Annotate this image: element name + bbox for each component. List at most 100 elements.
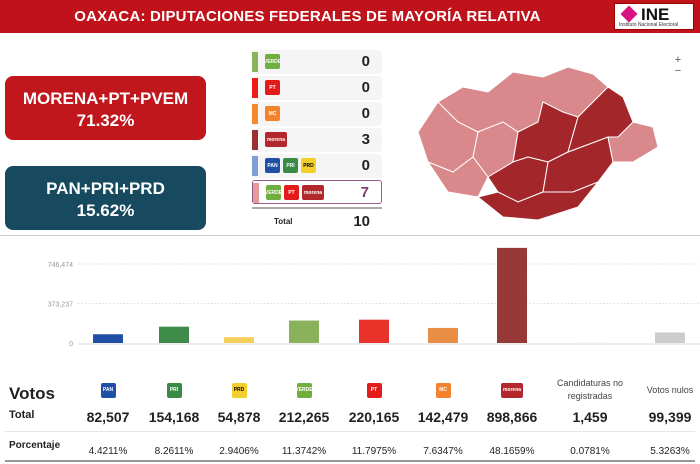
districts-won-value: 7 xyxy=(360,184,369,201)
votes-percentage: 4.4211% xyxy=(88,446,128,457)
morena-logo-icon: morena xyxy=(265,132,287,147)
votes-percentage: 7.6347% xyxy=(423,446,463,457)
party-color-swatch xyxy=(253,183,259,203)
zoom-out-button[interactable]: − xyxy=(674,65,682,77)
votes-column: PRI 154,168 8.2611% xyxy=(139,376,209,457)
bar-mc[interactable] xyxy=(428,327,458,343)
pri-logo-icon: PRI xyxy=(166,382,182,398)
prd-logo-icon: PRD xyxy=(301,158,316,173)
bar-pt[interactable] xyxy=(359,319,389,343)
verde-logo-icon: VERDE xyxy=(265,185,282,200)
table-bottom-border xyxy=(5,460,695,462)
ine-logo: INE Instituto Nacional Electoral xyxy=(614,3,694,30)
votes-column: Votos nulos 99,399 5.3263% xyxy=(635,376,700,458)
ine-logo-text: INE xyxy=(641,5,670,24)
section-divider xyxy=(0,235,700,236)
mc-logo-icon: MC xyxy=(435,382,451,398)
map-district[interactable] xyxy=(607,121,659,163)
total-value: 10 xyxy=(353,213,370,230)
column-label: Votos nulos xyxy=(646,384,694,395)
votes-total: 82,507 xyxy=(86,409,130,425)
bar-pri[interactable] xyxy=(159,326,189,343)
pan-logo-icon: PAN xyxy=(265,158,280,173)
column-label: Candidaturas no registradas xyxy=(556,378,624,401)
ine-logo-subtitle: Instituto Nacional Electoral xyxy=(619,22,679,28)
votes-column: Candidaturas no registradas 1,459 0.0781… xyxy=(555,376,625,457)
oaxaca-district-map[interactable] xyxy=(418,62,663,227)
districts-won-value: 0 xyxy=(361,105,370,122)
coalition-name: MORENA+PT+PVEM xyxy=(22,89,189,108)
districts-won-value: 0 xyxy=(361,157,370,174)
map-district[interactable] xyxy=(476,180,600,221)
votes-total: 154,168 xyxy=(148,409,200,425)
votes-percentage: 5.3263% xyxy=(650,446,690,457)
party-color-swatch xyxy=(252,156,258,176)
district-row: VERDE 0 xyxy=(252,50,382,74)
votes-total: 54,878 xyxy=(217,409,261,425)
votes-column: PRD 54,878 2.9406% xyxy=(204,376,274,457)
ine-diamond-icon xyxy=(620,5,638,23)
votes-column: VERDE 212,265 11.3742% xyxy=(269,376,339,457)
votes-percentage: 2.9406% xyxy=(219,446,259,457)
coalition-pan-card: PAN+PRI+PRD 15.62% xyxy=(5,166,206,230)
votes-total: 99,399 xyxy=(648,409,692,425)
party-color-swatch xyxy=(252,130,258,150)
mc-logo-icon: MC xyxy=(265,106,280,121)
coalition-name: PAN+PRI+PRD xyxy=(46,179,165,198)
y-tick-label: 0 xyxy=(69,341,73,348)
coalition-percentage: 15.62% xyxy=(76,201,135,220)
total-label: Total xyxy=(274,217,293,226)
votes-total: 898,866 xyxy=(486,409,538,425)
prd-logo-icon: PRD xyxy=(231,382,247,398)
pt-logo-icon: PT xyxy=(265,80,280,95)
district-row: morena 3 xyxy=(252,128,382,152)
page-title: OAXACA: DIPUTACIONES FEDERALES DE MAYORÍ… xyxy=(74,8,541,25)
y-tick-label: 373,237 xyxy=(48,302,73,309)
map-zoom-controls: + − xyxy=(673,55,683,77)
district-row: PAN PRI PRD 0 xyxy=(252,154,382,178)
verde-logo-icon: VERDE xyxy=(264,54,281,69)
districts-won-value: 3 xyxy=(361,131,370,148)
header-bar: OAXACA: DIPUTACIONES FEDERALES DE MAYORÍ… xyxy=(0,0,700,33)
votes-percentage: 8.2611% xyxy=(154,446,194,457)
zoom-in-button[interactable]: + xyxy=(674,54,682,66)
votes-percentage: 48.1659% xyxy=(489,446,535,457)
pt-logo-icon: PT xyxy=(284,185,299,200)
votes-total: 212,265 xyxy=(278,409,330,425)
districts-won-table: VERDE 0 PT 0 MC 0 morena 3 PAN PRI PRD 0 V… xyxy=(252,50,382,206)
pri-logo-icon: PRI xyxy=(283,158,298,173)
districts-won-value: 0 xyxy=(361,53,370,70)
votes-total: 142,479 xyxy=(417,409,469,425)
districts-won-value: 0 xyxy=(361,79,370,96)
district-row: MC 0 xyxy=(252,102,382,126)
votes-column: PAN 82,507 4.4211% xyxy=(73,376,143,457)
votes-percentage: 0.0781% xyxy=(570,446,610,457)
votes-bar-chart: 0 373,237 746,474 xyxy=(48,247,700,348)
bar-pvem[interactable] xyxy=(289,320,319,343)
coalition-percentage: 71.32% xyxy=(76,111,135,130)
percentage-row-label: Porcentaje xyxy=(9,440,61,451)
coalition-morena-card: MORENA+PT+PVEM 71.32% xyxy=(5,76,206,140)
districts-total-row: Total 10 xyxy=(252,207,382,230)
pt-logo-icon: PT xyxy=(366,382,382,398)
votes-total: 220,165 xyxy=(348,409,400,425)
total-row-label: Total xyxy=(9,409,35,421)
party-color-swatch xyxy=(252,104,258,124)
bar-morena[interactable] xyxy=(497,247,527,343)
morena-logo-icon: morena xyxy=(501,382,523,398)
votes-column: PT 220,165 11.7975% xyxy=(339,376,409,457)
pan-logo-icon: PAN xyxy=(100,382,116,398)
votes-percentage: 11.3742% xyxy=(281,446,327,457)
votes-column: morena 898,866 48.1659% xyxy=(477,376,547,457)
votes-percentage: 11.7975% xyxy=(351,446,397,457)
bar-votos-nulos[interactable] xyxy=(655,332,685,343)
party-color-swatch xyxy=(252,52,258,72)
district-row: VERDE PT morena 7 xyxy=(252,180,382,204)
bar-prd[interactable] xyxy=(224,337,254,343)
party-color-swatch xyxy=(252,78,258,98)
district-row: PT 0 xyxy=(252,76,382,100)
votes-total: 1,459 xyxy=(572,409,608,425)
bar-pan[interactable] xyxy=(93,334,123,343)
votes-title: Votos xyxy=(9,384,55,403)
row-divider xyxy=(5,431,695,432)
